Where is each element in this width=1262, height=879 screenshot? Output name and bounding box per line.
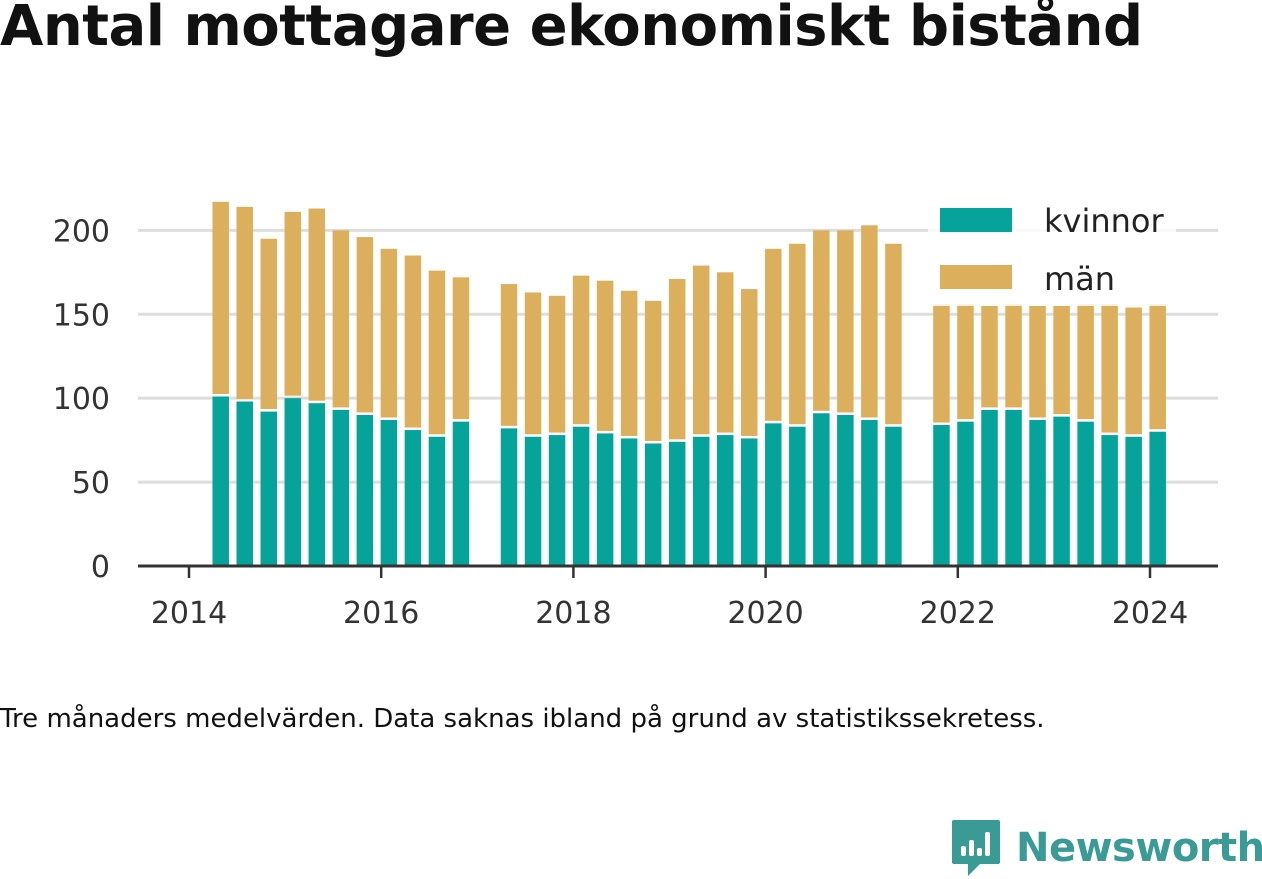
bar-man-33 [1053, 305, 1070, 415]
bar-man-21 [741, 289, 758, 436]
bar-man-6 [356, 237, 374, 413]
bar-kvinnor-5 [332, 409, 350, 566]
bar-kvinnor-33 [1053, 416, 1070, 566]
x-tick-label-2022: 2022 [920, 596, 996, 631]
bar-kvinnor-32 [1029, 419, 1046, 566]
bar-man-24 [813, 230, 830, 411]
bar-man-8 [404, 255, 422, 428]
bar-man-31 [1005, 304, 1022, 408]
bar-man-19 [692, 265, 710, 435]
bar-kvinnor-8 [404, 430, 422, 566]
x-tick-label-2024: 2024 [1112, 596, 1188, 631]
bar-kvinnor-15 [596, 433, 614, 566]
bar-kvinnor-31 [1005, 409, 1022, 566]
bar-kvinnor-20 [716, 435, 734, 566]
bar-man-22 [765, 248, 782, 421]
y-tick-label-0: 0 [91, 550, 110, 585]
newsworthy-logo-text: Newsworthy [1016, 825, 1262, 871]
bar-kvinnor-25 [837, 414, 854, 566]
bar-kvinnor-10 [452, 421, 470, 566]
legend-label-kvinnor: kvinnor [1044, 202, 1165, 240]
bar-man-35 [1101, 304, 1118, 433]
bar-kvinnor-4 [308, 403, 326, 566]
bar-kvinnor-27 [885, 426, 902, 566]
bar-man-30 [981, 305, 998, 408]
bar-man-10 [452, 277, 470, 420]
newsworthy-logo: Newsworthy [950, 818, 1262, 878]
y-tick-label-200: 200 [53, 214, 110, 249]
bar-kvinnor-18 [668, 441, 686, 566]
x-tick-label-2020: 2020 [727, 596, 803, 631]
bar-man-18 [668, 279, 686, 440]
bar-man-14 [572, 275, 590, 425]
chart-title: Antal mottagare ekonomiskt bistånd [0, 0, 1143, 59]
bar-kvinnor-11 [500, 428, 518, 566]
legend-label-man: män [1044, 260, 1115, 298]
bar-man-13 [548, 295, 566, 433]
bar-man-16 [620, 290, 638, 436]
bar-man-7 [380, 248, 398, 418]
bar-kvinnor-22 [765, 423, 782, 566]
bar-kvinnor-23 [789, 426, 806, 566]
bar-man-4 [308, 208, 326, 401]
bar-kvinnor-16 [620, 438, 638, 566]
bar-kvinnor-0 [212, 396, 229, 566]
bar-man-26 [861, 225, 878, 418]
x-tick-label-2018: 2018 [535, 596, 611, 631]
bar-kvinnor-3 [284, 398, 302, 566]
bar-kvinnor-36 [1125, 436, 1142, 566]
bar-man-12 [524, 292, 542, 435]
bar-man-2 [260, 238, 278, 410]
newsworthy-logo-icon [952, 820, 1000, 876]
chart-caption: Tre månaders medelvärden. Data saknas ib… [0, 704, 1045, 734]
bar-man-20 [716, 272, 734, 433]
x-tick-label-2014: 2014 [151, 596, 227, 631]
bar-kvinnor-7 [380, 419, 398, 566]
bar-man-9 [428, 270, 446, 435]
bar-kvinnor-34 [1077, 421, 1094, 566]
x-tick-label-2016: 2016 [343, 596, 419, 631]
bar-kvinnor-26 [861, 419, 878, 566]
bar-man-15 [596, 280, 614, 431]
bar-man-3 [284, 211, 302, 396]
legend-swatch-kvinnor [940, 208, 1012, 232]
bar-kvinnor-9 [428, 436, 446, 566]
bar-man-32 [1029, 305, 1046, 418]
bar-man-0 [212, 201, 229, 394]
bar-kvinnor-2 [260, 411, 278, 566]
bar-kvinnor-12 [524, 436, 542, 566]
bar-man-37 [1149, 304, 1166, 430]
bar-kvinnor-28 [933, 425, 950, 566]
bar-kvinnor-17 [644, 443, 662, 566]
legend-swatch-man [940, 265, 1012, 289]
bar-man-27 [885, 243, 902, 425]
y-tick-label-150: 150 [53, 298, 110, 333]
bar-man-28 [933, 304, 950, 423]
bar-man-17 [644, 300, 662, 441]
bar-kvinnor-24 [813, 413, 830, 566]
bar-man-5 [332, 230, 350, 408]
bar-man-29 [957, 304, 974, 420]
bar-man-25 [837, 230, 854, 413]
y-tick-label-100: 100 [53, 382, 110, 417]
bar-kvinnor-29 [957, 421, 974, 566]
bar-kvinnor-6 [356, 414, 374, 566]
bar-kvinnor-13 [548, 435, 566, 566]
bar-man-23 [789, 243, 806, 425]
bar-man-34 [1077, 304, 1094, 420]
stacked-bar-chart: kvinnor män 0 50 100 150 200 2014 2016 2018 2020 20… [52, 201, 1218, 631]
bar-kvinnor-35 [1101, 435, 1118, 566]
bar-kvinnor-19 [692, 436, 710, 566]
bar-kvinnor-37 [1149, 431, 1166, 566]
bar-kvinnor-1 [236, 401, 253, 566]
bar-kvinnor-21 [741, 438, 758, 566]
bar-man-36 [1125, 307, 1142, 435]
bar-man-1 [236, 206, 253, 400]
bar-kvinnor-30 [981, 409, 998, 566]
y-tick-label-50: 50 [72, 466, 110, 501]
bar-kvinnor-14 [572, 426, 590, 566]
bar-man-11 [500, 284, 518, 426]
